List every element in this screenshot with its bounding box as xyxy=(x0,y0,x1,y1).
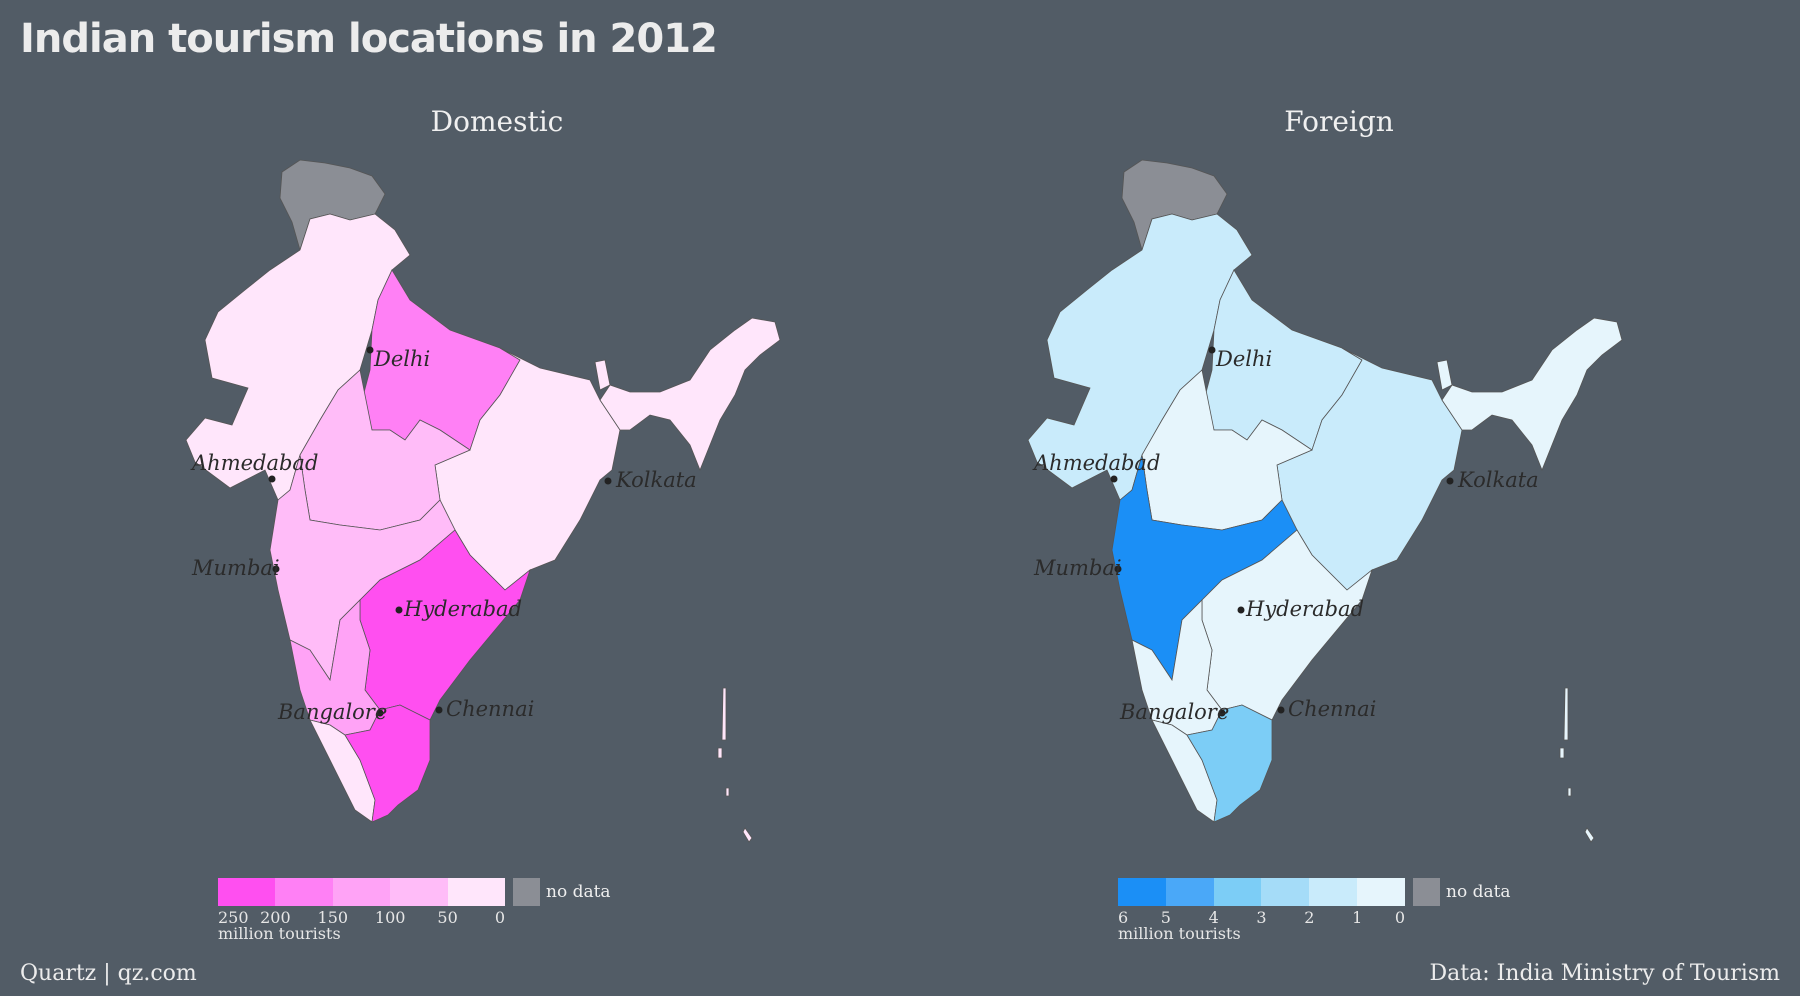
mumbai-label: Mumbai xyxy=(191,556,280,580)
domestic-map xyxy=(185,159,781,843)
legend-tick-label: 50 xyxy=(437,908,458,927)
ahmedabad-label: Ahmedabad xyxy=(1032,451,1160,475)
nodata-label: no data xyxy=(546,882,611,902)
bangalore-label: Bangalore xyxy=(277,700,387,724)
domestic-legend-swatches xyxy=(218,878,505,906)
nodata-swatch xyxy=(1413,878,1440,906)
foreign-city-markers: Delhi Ahmedabad Kolkata Mumbai Hyderabad… xyxy=(1032,346,1539,724)
ahmedabad-label: Ahmedabad xyxy=(190,451,318,475)
legend-tick-label: 200 xyxy=(260,908,291,927)
mumbai-marker xyxy=(272,565,280,573)
delhi-marker xyxy=(366,346,374,354)
footer-source: Data: India Ministry of Tourism xyxy=(1429,961,1780,986)
nodata-swatch xyxy=(513,878,540,906)
bangalore-marker xyxy=(1218,709,1226,717)
legend-tick-label: 100 xyxy=(374,908,406,927)
mumbai-marker xyxy=(1114,565,1122,573)
delhi-label: Delhi xyxy=(1215,347,1272,371)
northeast-region xyxy=(1441,317,1623,472)
footer-credit: Quartz | qz.com xyxy=(20,961,197,986)
foreign-panel-title: Foreign xyxy=(1284,105,1394,138)
chennai-marker xyxy=(1277,706,1285,714)
chennai-marker xyxy=(435,706,443,714)
legend-tick-label: 1 xyxy=(1352,908,1363,927)
legend-tick-label: 5 xyxy=(1160,908,1171,927)
kolkata-label: Kolkata xyxy=(615,468,697,492)
kolkata-label: Kolkata xyxy=(1457,468,1539,492)
foreign-legend-swatches xyxy=(1118,878,1405,906)
delhi-marker xyxy=(1208,346,1216,354)
legend-tick-label: 3 xyxy=(1256,908,1267,927)
legend-swatch xyxy=(1309,878,1358,906)
andaman-islands xyxy=(1559,687,1595,843)
domestic-panel-title: Domestic xyxy=(430,105,564,138)
sikkim-region xyxy=(594,359,611,391)
legend-tick-label: 4 xyxy=(1208,908,1219,927)
foreign-legend-unit: million tourists xyxy=(1118,924,1241,943)
legend-tick-label: 150 xyxy=(317,908,349,927)
legend-swatch xyxy=(275,878,333,906)
legend-tick-label: 6 xyxy=(1118,908,1129,927)
mumbai-label: Mumbai xyxy=(1033,556,1122,580)
foreign-legend: 6 5 4 3 2 1 0 million tourists xyxy=(1118,878,1405,943)
domestic-legend-ticks: 250 200 150 100 50 0 xyxy=(218,908,505,927)
kolkata-marker xyxy=(604,477,612,485)
legend-tick-label: 0 xyxy=(1394,908,1405,927)
legend-swatch xyxy=(447,878,505,906)
foreign-map xyxy=(1027,159,1623,843)
hyderabad-marker xyxy=(395,606,403,614)
domestic-legend: 250 200 150 100 50 0 million tourists xyxy=(218,878,505,943)
legend-swatch xyxy=(332,878,391,906)
foreign-legend-ticks: 6 5 4 3 2 1 0 xyxy=(1118,908,1405,927)
ahmedabad-marker xyxy=(268,475,276,483)
chart-title: Indian tourism locations in 2012 xyxy=(20,16,718,62)
kolkata-marker xyxy=(1446,477,1454,485)
legend-swatch xyxy=(1261,878,1310,906)
foreign-nodata-legend: no data xyxy=(1413,878,1511,906)
sikkim-region xyxy=(1436,359,1453,391)
nodata-label: no data xyxy=(1446,882,1511,902)
legend-swatch xyxy=(390,878,448,906)
legend-tick-label: 250 xyxy=(218,908,249,927)
legend-swatch xyxy=(1118,878,1166,906)
legend-swatch xyxy=(1357,878,1405,906)
chennai-label: Chennai xyxy=(1288,697,1376,721)
bangalore-marker xyxy=(376,709,384,717)
chennai-label: Chennai xyxy=(446,697,534,721)
legend-swatch xyxy=(1213,878,1262,906)
domestic-legend-unit: million tourists xyxy=(218,924,341,943)
domestic-city-markers: Delhi Ahmedabad Kolkata Mumbai Hyderabad… xyxy=(190,346,697,724)
legend-tick-label: 0 xyxy=(494,908,505,927)
northeast-region xyxy=(599,317,781,472)
ahmedabad-marker xyxy=(1110,475,1118,483)
delhi-label: Delhi xyxy=(373,347,430,371)
legend-tick-label: 2 xyxy=(1304,908,1315,927)
domestic-nodata-legend: no data xyxy=(513,878,611,906)
andaman-islands xyxy=(717,687,753,843)
legend-swatch xyxy=(218,878,276,906)
hyderabad-label: Hyderabad xyxy=(1245,597,1364,621)
hyderabad-label: Hyderabad xyxy=(403,597,522,621)
legend-swatch xyxy=(1165,878,1214,906)
bangalore-label: Bangalore xyxy=(1119,700,1229,724)
hyderabad-marker xyxy=(1237,606,1245,614)
